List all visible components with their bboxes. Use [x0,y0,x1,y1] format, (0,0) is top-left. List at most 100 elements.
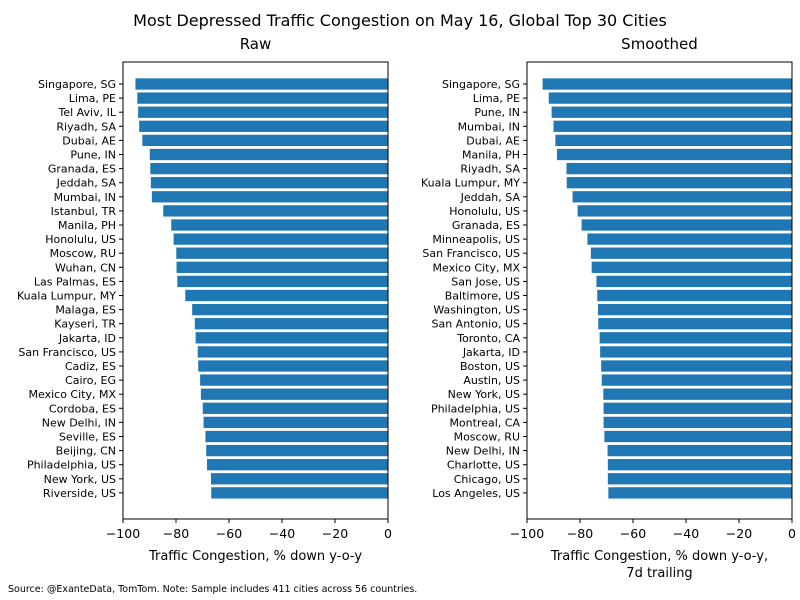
category-label: Kuala Lumpur, MY [17,290,116,303]
bar [149,148,388,161]
bar [211,487,388,499]
x-tick-label: 0 [788,526,796,541]
bar [551,106,792,118]
bar [176,247,388,259]
bar [566,162,792,175]
category-label: Jakarta, ID [58,332,116,345]
bar [590,247,792,259]
bar [203,416,388,429]
bar [556,148,792,161]
category-label: San Francisco, US [422,247,520,260]
bar [608,487,792,499]
bar [176,261,388,273]
bar [555,134,792,147]
bar [200,388,388,400]
panel-title: Raw [240,35,272,53]
bar [604,430,792,443]
category-label: Dubai, AE [62,134,116,147]
bar [591,261,792,273]
bar [542,78,792,90]
category-label: Granada, ES [48,163,116,176]
category-label: Philadelphia, US [431,402,520,415]
category-label: Lima, PE [69,92,116,105]
bar [150,177,388,189]
category-label: Cordoba, ES [49,402,116,415]
category-label: Manila, PH [58,219,116,232]
x-tick-label: −100 [510,526,544,541]
bar [607,444,792,457]
category-label: Moscow, RU [50,247,116,260]
plot-frame [122,61,389,520]
category-label: Cadiz, ES [65,360,116,373]
bar [207,459,388,471]
bar [607,459,792,471]
bar [548,92,792,104]
bar [598,303,792,316]
category-label: Kayseri, TR [54,318,116,331]
category-label: Cairo, EG [65,374,116,387]
category-label: Pune, IN [70,149,116,162]
bar [150,162,388,175]
bar [210,473,388,485]
bar [603,402,792,414]
category-label: Mumbai, IN [458,120,520,133]
category-label: Mumbai, IN [54,191,116,204]
x-tick-label: −40 [269,526,295,541]
bar [200,374,388,386]
category-label: Jakarta, ID [462,346,520,359]
x-tick-label: −20 [322,526,348,541]
category-label: Kuala Lumpur, MY [421,177,520,190]
bar [137,92,388,104]
bar [205,430,388,443]
bar [185,289,388,302]
category-label: Washington, US [433,304,520,317]
bar [597,289,792,302]
bar [138,106,388,118]
bar [566,177,792,189]
bar [601,374,792,386]
category-label: Riyadh, SA [460,163,520,176]
bar [151,191,388,203]
x-tick-label: −60 [216,526,242,541]
category-label: Los Angeles, US [432,487,520,500]
bar [177,275,388,288]
bar [192,303,388,316]
category-label: Philadelphia, US [27,459,116,472]
bar [572,191,792,203]
category-label: Boston, US [460,360,520,373]
x-tick-label: −100 [106,526,140,541]
bar [142,134,388,147]
category-label: Riyadh, SA [56,120,116,133]
panel-title: Smoothed [621,35,698,53]
bar [603,388,792,400]
bar [581,219,792,231]
bar [553,120,792,132]
category-label: Lima, PE [473,92,520,105]
category-label: Las Palmas, ES [34,275,116,288]
category-label: Wuhan, CN [55,261,116,274]
category-label: Singapore, SG [38,78,116,91]
category-label: San Jose, US [451,275,520,288]
chart-title: Most Depressed Traffic Congestion on May… [133,11,667,30]
category-label: New Delhi, IN [42,416,116,429]
category-label: New Delhi, IN [446,445,520,458]
bar [202,402,388,414]
x-tick-label: −80 [567,526,593,541]
bar [603,416,792,429]
bar [600,346,792,358]
category-label: Minneapolis, US [432,233,520,246]
category-label: Beijing, CN [56,445,116,458]
x-tick-label: −40 [673,526,699,541]
category-label: Seville, ES [59,431,116,444]
bar [171,219,388,231]
category-label: Mexico City, MX [29,388,117,401]
category-label: San Francisco, US [18,346,116,359]
bar [577,205,792,217]
category-label: Jeddah, SA [56,177,117,190]
category-label: Granada, ES [452,219,520,232]
category-label: Baltimore, US [445,290,520,303]
category-label: Austin, US [463,374,520,387]
x-axis-label: 7d trailing [626,566,692,581]
bar [198,360,388,372]
